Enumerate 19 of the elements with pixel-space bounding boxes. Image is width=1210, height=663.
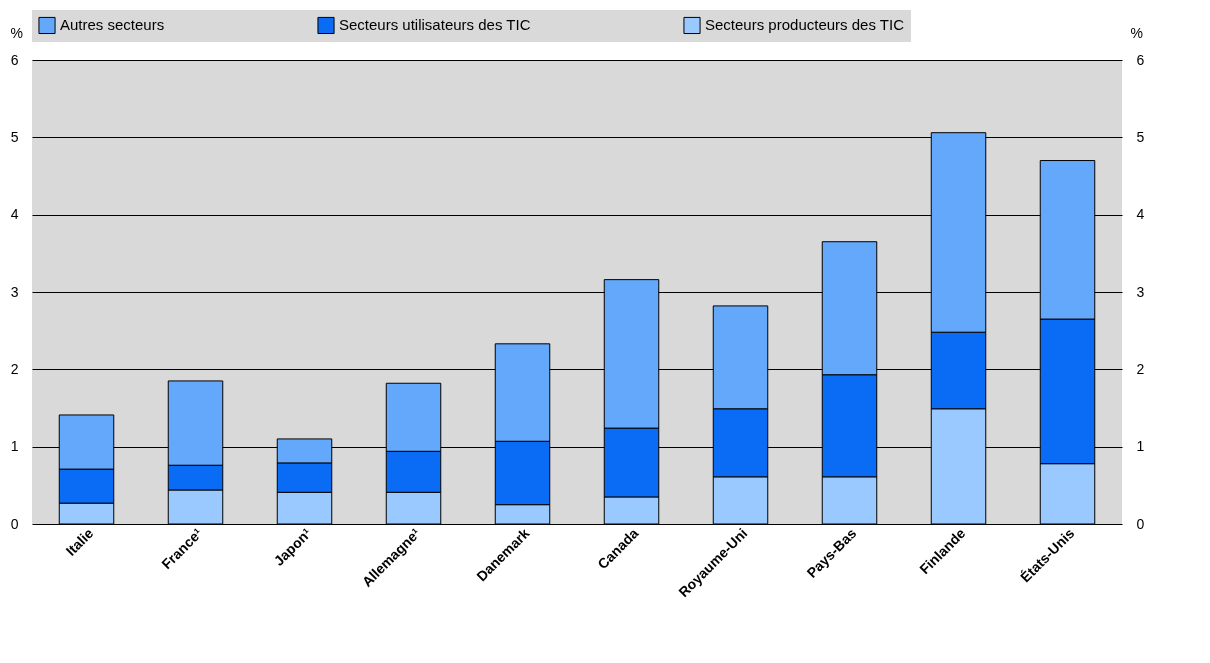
y-tick-label: 2 bbox=[10, 360, 19, 377]
y-tick-label: 3 bbox=[10, 283, 19, 300]
y2-tick-label: 2 bbox=[1136, 360, 1145, 377]
y-tick-label: 5 bbox=[10, 128, 19, 145]
y2-tick-label: 3 bbox=[1136, 283, 1145, 300]
y2-axis-title: % bbox=[1130, 24, 1143, 41]
legend-label: Secteurs producteurs des TIC bbox=[705, 16, 905, 34]
y-tick-label: 6 bbox=[10, 51, 19, 68]
y2-tick-label: 4 bbox=[1136, 206, 1145, 223]
y-tick-label: 4 bbox=[10, 206, 19, 223]
y-tick-label: 1 bbox=[10, 438, 19, 455]
y-axis-title: % bbox=[10, 24, 23, 41]
legend-label: Autres secteurs bbox=[60, 16, 165, 34]
legend-label: Secteurs utilisateurs des TIC bbox=[339, 16, 531, 34]
y2-tick-label: 5 bbox=[1136, 128, 1145, 145]
y2-tick-label: 1 bbox=[1136, 438, 1145, 455]
y2-tick-label: 6 bbox=[1136, 51, 1145, 68]
y2-tick-label: 0 bbox=[1136, 515, 1145, 532]
y-tick-label: 0 bbox=[10, 515, 19, 532]
